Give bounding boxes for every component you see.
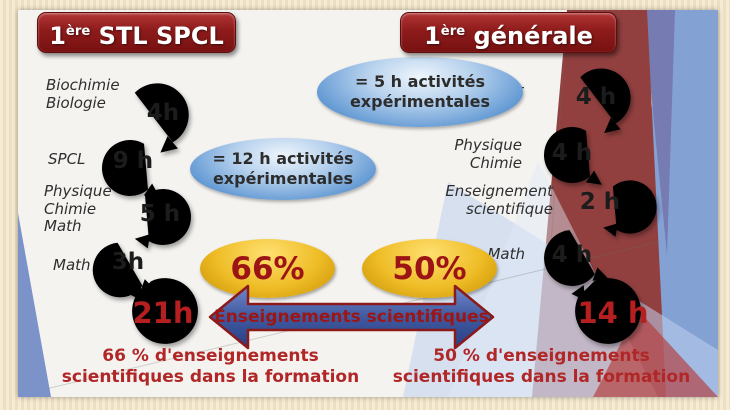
label-physique-chimie-math: Physique Chimie Math [44, 182, 112, 236]
left-track-title: 1ère STL SPCL [37, 12, 236, 53]
hours-biochimie: 4h [146, 100, 180, 126]
right-title-name: générale [465, 22, 593, 50]
hours-math-right: 4 h [551, 242, 593, 268]
left-title-ordinal: ère [65, 24, 91, 39]
hours-physique-chimie: 4 h [551, 140, 593, 166]
left-title-number: 1 [49, 22, 66, 50]
experimental-note-left: = 12 h activités expérimentales [190, 138, 376, 200]
right-title-ordinal: ère [440, 24, 466, 39]
label-math-left: Math [53, 256, 91, 274]
hours-math-left: 3h [111, 249, 145, 275]
experimental-note-right: = 5 h activités expérimentales [317, 57, 523, 127]
right-title-number: 1 [424, 22, 441, 50]
label-spcl: SPCL [48, 150, 86, 168]
slide-canvas: 1ère STL SPCL 1ère générale Biochimie Bi… [18, 10, 718, 397]
total-hours-left: 21h [132, 296, 194, 330]
right-track-title: 1ère générale [400, 12, 617, 53]
percent-left: 66% [200, 239, 335, 298]
total-hours-right: 14 h [577, 296, 649, 330]
hours-physique-chimie-math: 5 h [139, 201, 181, 227]
hours-svt: 4 h [575, 84, 617, 110]
center-arrow-label: Enseignements scientifiques [214, 307, 489, 327]
footer-left: 66 % d'enseignements scientifiques dans … [61, 346, 360, 388]
label-physique-chimie: Physique Chimie [454, 136, 522, 172]
left-title-name: STL SPCL [90, 22, 224, 50]
center-double-arrow: Enseignements scientifiques [208, 283, 495, 351]
label-enseignement-scientifique: Enseignement scientifique [445, 182, 553, 218]
hours-spcl: 9 h [112, 148, 154, 174]
label-biochimie-biologie: Biochimie Biologie [46, 76, 120, 112]
footer-right: 50 % d'enseignements scientifiques dans … [392, 346, 691, 388]
hours-enseignement-scientifique: 2 h [579, 189, 621, 215]
